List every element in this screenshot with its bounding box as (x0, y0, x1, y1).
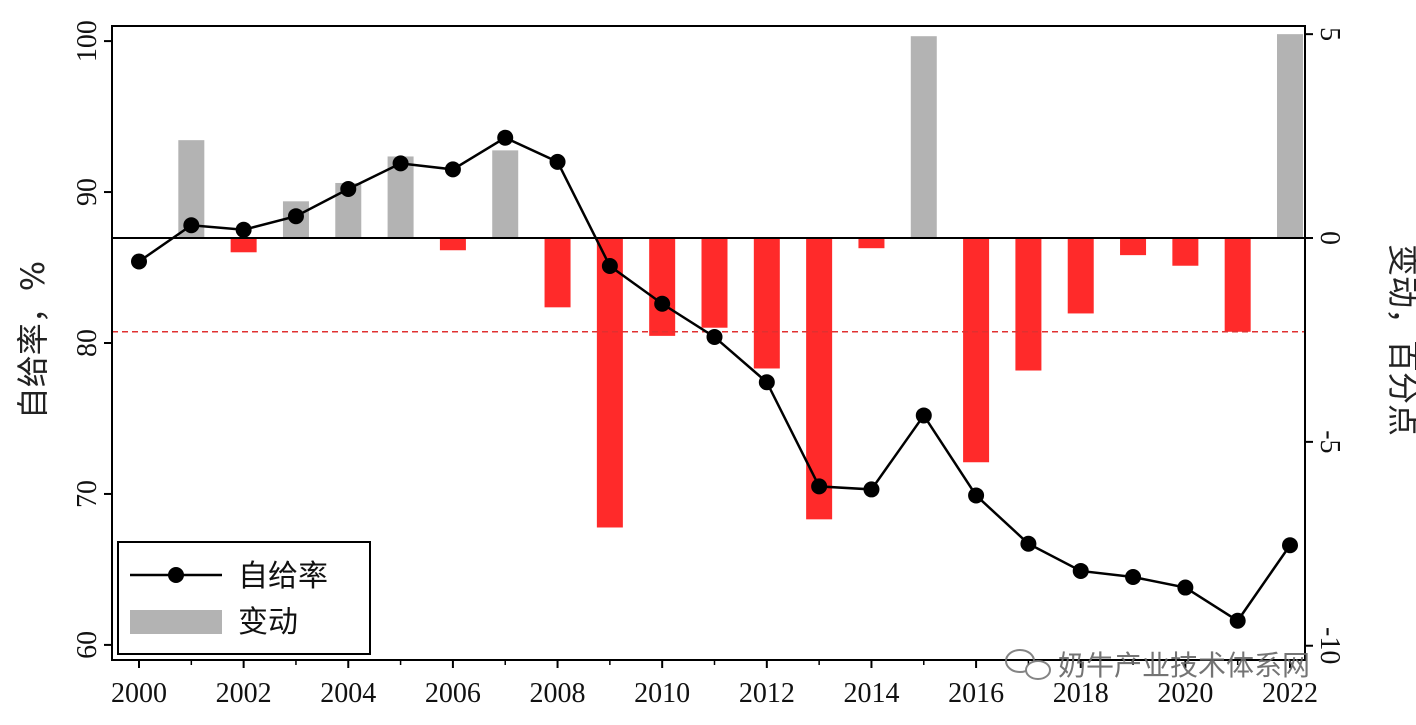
watermark-text: 奶牛产业技术体系网 (1058, 649, 1310, 682)
bar-2019 (1120, 238, 1147, 256)
x-tick-label-2012: 2012 (739, 678, 795, 709)
y-right-tick-label-5: 5 (1314, 27, 1345, 41)
bar-2010 (649, 238, 676, 336)
legend-label-self-sufficiency: 自给率 (238, 559, 328, 594)
point-2000 (131, 253, 147, 270)
bar-2013 (806, 238, 833, 520)
wechat-icon (1005, 649, 1051, 680)
bar-2017 (1015, 238, 1042, 371)
point-2009 (601, 258, 618, 275)
bar-2006 (439, 238, 466, 251)
y-right-tick-label--5: -5 (1314, 430, 1345, 453)
bar-2002 (230, 238, 257, 253)
x-tick-label-2008: 2008 (530, 678, 586, 709)
y-left-tick-label-70: 70 (72, 480, 103, 508)
bars-layer (178, 34, 1303, 528)
x-tick-label-2000: 2000 (111, 678, 167, 709)
point-2020 (1177, 579, 1194, 596)
x-tick-label-2004: 2004 (320, 678, 376, 709)
point-2015 (915, 407, 932, 424)
bar-2016 (963, 238, 990, 463)
point-2016 (968, 487, 985, 504)
legend-label-change: 变动 (238, 605, 298, 640)
point-2008 (549, 153, 566, 170)
bar-2022 (1277, 34, 1303, 239)
point-2017 (1020, 535, 1037, 552)
y-left-tick-label-60: 60 (72, 631, 103, 659)
point-2004 (340, 181, 357, 198)
point-2006 (444, 161, 461, 178)
x-tick-label-2010: 2010 (634, 678, 690, 709)
bar-2020 (1172, 238, 1199, 266)
legend-marker-swatch (168, 567, 184, 583)
bar-2018 (1067, 238, 1094, 314)
watermark: 奶牛产业技术体系网 (1005, 649, 1310, 682)
x-tick-label-2006: 2006 (425, 678, 481, 709)
y-axis-label-left: 自给率，% (14, 261, 52, 419)
bar-2014 (858, 238, 885, 249)
y-right-tick-label--10: -10 (1314, 627, 1345, 664)
point-2011 (706, 328, 723, 345)
point-2005 (392, 155, 409, 172)
point-2001 (183, 217, 200, 234)
x-tick-label-2018: 2018 (1053, 678, 1109, 709)
y-left-tick-label-80: 80 (72, 329, 103, 357)
x-tick-label-2022: 2022 (1262, 678, 1318, 709)
point-2003 (287, 208, 304, 225)
point-2007 (497, 129, 514, 146)
point-2012 (758, 374, 775, 391)
legend-box (117, 541, 371, 655)
point-2013 (811, 478, 828, 495)
point-2010 (654, 295, 671, 312)
bar-2011 (701, 238, 728, 328)
y-left-tick-label-100: 100 (72, 20, 103, 62)
point-2019 (1125, 568, 1142, 585)
bar-2009 (596, 238, 623, 528)
point-2014 (863, 481, 880, 498)
point-2022 (1282, 537, 1298, 554)
point-2002 (235, 221, 252, 238)
y-left-tick-label-90: 90 (72, 178, 103, 206)
bar-2012 (753, 238, 780, 369)
bar-2015 (910, 36, 937, 239)
x-tick-label-2014: 2014 (843, 678, 899, 709)
legend: 自给率 变动 (117, 541, 371, 655)
x-tick-label-2020: 2020 (1157, 678, 1213, 709)
legend-bar-swatch (130, 610, 222, 634)
line-series-layer (131, 129, 1298, 629)
y-axis-label-right: 变动，百分点 (1384, 244, 1416, 436)
bar-2007 (492, 150, 519, 239)
point-2018 (1072, 562, 1089, 579)
bar-2021 (1224, 238, 1251, 332)
x-tick-label-2016: 2016 (948, 678, 1004, 709)
ticks-layer: 2000 2002 2004 2006 2008 2010 2012 2014 2016 2018… (72, 20, 1345, 709)
point-2021 (1229, 612, 1246, 629)
y-right-tick-label-0: 0 (1314, 231, 1345, 245)
bar-2008 (544, 238, 571, 308)
x-tick-label-2002: 2002 (216, 678, 272, 709)
